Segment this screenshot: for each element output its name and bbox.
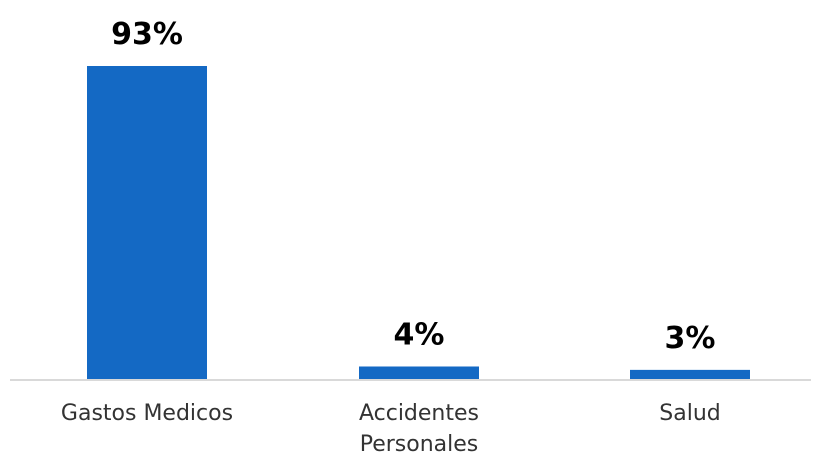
bar-1 [359,366,479,380]
value-label-0: 93% [111,17,183,52]
value-label-2: 3% [665,321,716,356]
value-labels-group: 93% 4% 3% [111,17,715,356]
bar-0 [87,66,207,380]
bar-2 [630,369,750,380]
category-label-0: Gastos Medicos [61,401,233,426]
category-label-1-line-1: Personales [360,432,479,457]
category-labels-group: Gastos Medicos Accidentes Personales Salud [61,401,721,457]
bars-group [87,66,750,380]
category-label-2: Salud [659,401,720,426]
category-label-1-line-0: Accidentes [359,401,479,426]
value-label-1: 4% [394,317,445,352]
